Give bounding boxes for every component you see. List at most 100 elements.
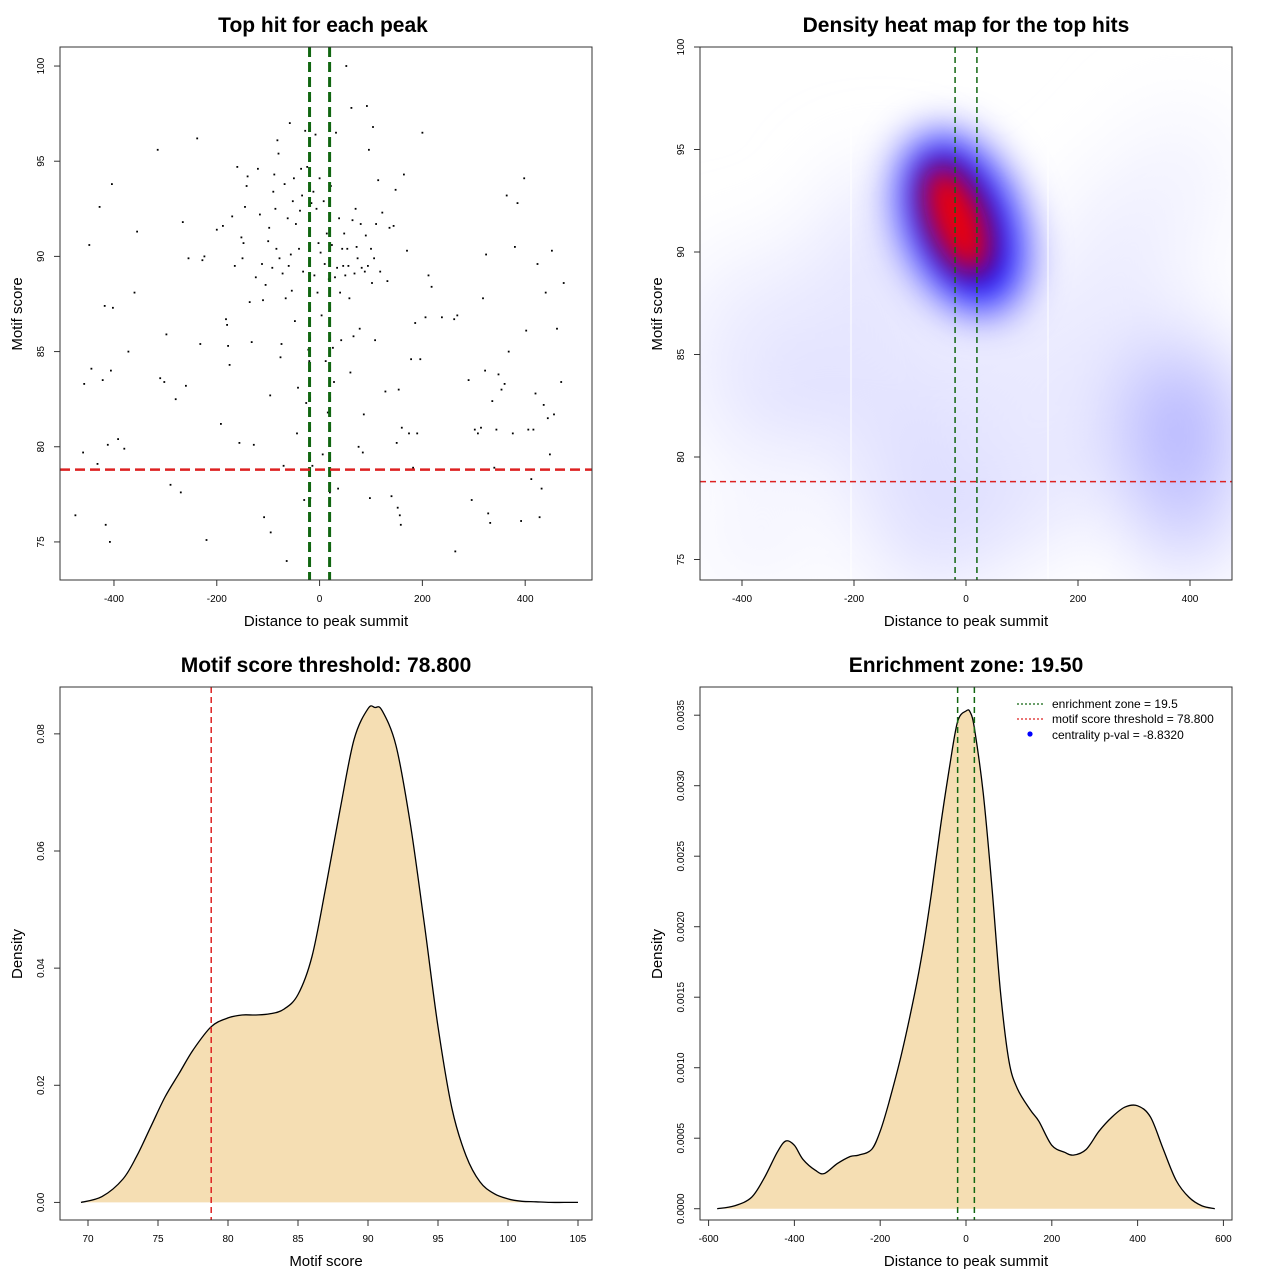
- scatter-point: [333, 381, 335, 383]
- scatter-point: [250, 341, 253, 343]
- scatter-point: [441, 316, 443, 319]
- scatter-point: [185, 384, 187, 387]
- scatter-point: [156, 148, 159, 151]
- panel-distance-density: Enrichment zone: 19.50 -600 -400 -200 0 200 4…: [649, 654, 1233, 1270]
- scatter-point: [181, 221, 184, 223]
- p1-y-tick-label-3: 90: [36, 250, 47, 262]
- p2-y-tick-label-3: 90: [676, 246, 687, 258]
- scatter-point: [516, 202, 519, 204]
- scatter-point: [514, 246, 516, 248]
- scatter-point: [544, 291, 547, 294]
- scatter-point: [421, 131, 424, 134]
- scatter-x-axis: -400 -200 0 200 400: [104, 580, 534, 605]
- score-density-y-axis: 0.00 0.02 0.04 0.06 0.08: [36, 724, 60, 1212]
- score-density-area: [81, 705, 578, 1203]
- p3-x-tick-label-3: 85: [292, 1234, 304, 1245]
- scatter-point: [246, 175, 249, 178]
- p4-y-tick-label-1: 0.0005: [676, 1122, 687, 1153]
- scatter-y-label: Motif score: [9, 277, 26, 350]
- scatter-point: [345, 65, 348, 67]
- scatter-point: [215, 228, 218, 231]
- scatter-point: [275, 247, 278, 250]
- scatter-point: [280, 343, 283, 345]
- legend-entry-motif-threshold: motif score threshold = 78.800: [1052, 712, 1214, 726]
- scatter-point: [410, 358, 412, 361]
- scatter-point: [453, 318, 456, 321]
- scatter-point: [375, 223, 377, 225]
- scatter-point: [363, 270, 366, 273]
- scatter-point: [538, 516, 541, 519]
- scatter-point: [388, 226, 391, 229]
- p4-y-tick-label-3: 0.0015: [676, 981, 687, 1012]
- scatter-point: [553, 413, 555, 416]
- scatter-point: [163, 381, 166, 383]
- scatter-point: [159, 377, 162, 380]
- scatter-point: [523, 177, 526, 180]
- p2-x-tick-label-0: -400: [732, 594, 752, 605]
- scatter-point: [370, 247, 372, 250]
- p4-y-tick-label-0: 0.0000: [676, 1193, 687, 1224]
- scatter-point: [285, 560, 288, 562]
- p2-y-tick-label-1: 80: [676, 451, 687, 463]
- scatter-point: [169, 483, 172, 486]
- p2-y-tick-label-5: 100: [676, 38, 687, 55]
- scatter-point: [316, 291, 319, 294]
- scatter-point: [395, 442, 398, 444]
- scatter-point: [384, 390, 387, 393]
- scatter-point: [252, 443, 255, 446]
- scatter-point: [540, 487, 543, 490]
- scatter-point: [136, 230, 138, 233]
- scatter-point: [374, 339, 376, 342]
- p4-y-tick-label-4: 0.0020: [676, 911, 687, 942]
- scatter-point: [386, 280, 389, 282]
- p3-x-tick-label-4: 90: [362, 1234, 374, 1245]
- scatter-point: [511, 432, 514, 435]
- scatter-point: [359, 223, 362, 225]
- scatter-point: [362, 413, 365, 416]
- p3-x-tick-label-1: 75: [152, 1234, 164, 1245]
- scatter-point: [240, 236, 243, 239]
- scatter-point: [396, 506, 399, 509]
- scatter-point: [165, 333, 168, 336]
- scatter-point: [356, 257, 359, 260]
- scatter-point: [220, 423, 222, 425]
- distance-density-y-label: Density: [649, 928, 666, 979]
- scatter-point: [350, 107, 353, 109]
- scatter-point: [487, 512, 490, 515]
- heatmap-title: Density heat map for the top hits: [803, 14, 1130, 37]
- scatter-point: [430, 285, 433, 288]
- scatter-point: [228, 364, 231, 366]
- scatter-point: [279, 356, 282, 359]
- scatter-title: Top hit for each peak: [218, 14, 428, 37]
- scatter-point: [299, 209, 301, 212]
- heatmap-x-axis: -400 -200 0 200 400: [732, 580, 1199, 605]
- score-density-y-label: Density: [9, 928, 26, 979]
- scatter-point: [323, 263, 326, 265]
- scatter-point: [398, 514, 401, 517]
- p4-x-tick-label-6: 600: [1215, 1234, 1232, 1245]
- p1-x-tick-label-2: 0: [317, 594, 323, 605]
- scatter-point: [295, 223, 297, 225]
- scatter-point: [500, 388, 503, 391]
- scatter-point: [304, 129, 307, 132]
- scatter-point: [313, 274, 316, 277]
- p3-y-tick-label-2: 0.04: [36, 958, 47, 978]
- p2-x-tick-label-1: -200: [844, 594, 864, 605]
- scatter-point: [271, 266, 274, 269]
- scatter-point: [532, 428, 535, 431]
- scatter-point: [315, 207, 318, 210]
- legend-entry-centrality-pval: centrality p-val = -8.8320: [1052, 728, 1184, 742]
- heatmap-y-axis: 75 80 85 90 95 100: [676, 38, 700, 565]
- distance-density-curve: [717, 709, 1215, 1210]
- scatter-point: [268, 226, 271, 229]
- scatter-point: [308, 360, 311, 362]
- scatter-point: [334, 276, 336, 279]
- scatter-point: [473, 428, 476, 431]
- scatter-point: [454, 550, 457, 553]
- scatter-point: [302, 270, 304, 273]
- scatter-point: [254, 276, 257, 279]
- scatter-point: [562, 282, 565, 284]
- scatter-point: [179, 491, 182, 494]
- p4-x-tick-label-1: -400: [784, 1234, 804, 1245]
- scatter-point: [298, 247, 300, 250]
